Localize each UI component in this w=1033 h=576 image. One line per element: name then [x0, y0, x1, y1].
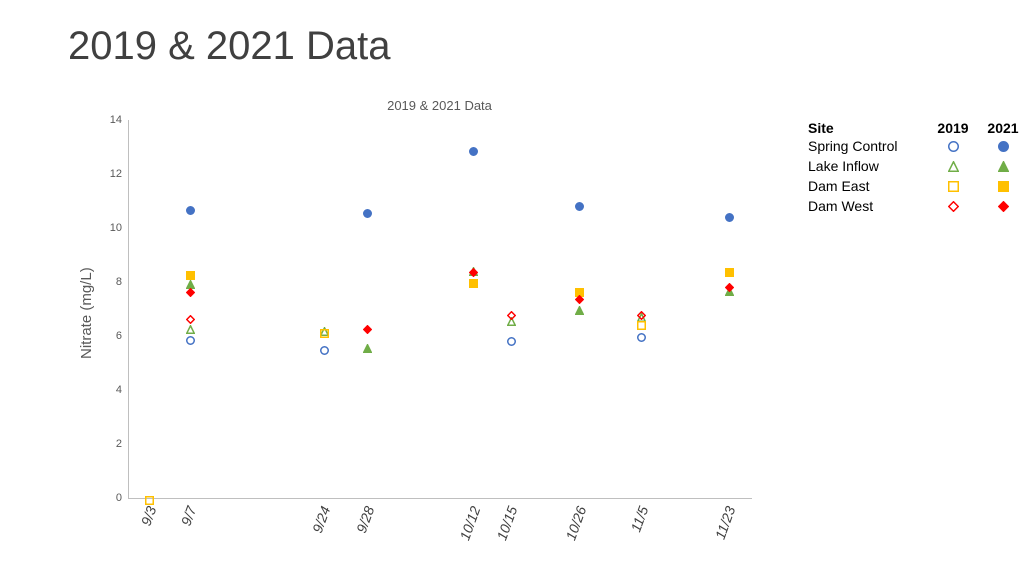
y-tick-label: 6	[100, 330, 122, 342]
data-point	[575, 291, 584, 309]
y-tick-label: 12	[100, 168, 122, 180]
y-tick-label: 10	[100, 222, 122, 234]
y-axis-label: Nitrate (mg/L)	[78, 267, 95, 359]
legend-marker-2021	[978, 201, 1028, 212]
legend-header: Site20192021	[808, 120, 1028, 136]
y-tick-label: 2	[100, 438, 122, 450]
legend-marker-2019	[928, 181, 978, 192]
legend-marker-2021	[978, 141, 1028, 152]
y-tick-label: 14	[100, 114, 122, 126]
x-tick-label: 11/5	[627, 504, 651, 534]
data-point	[363, 321, 372, 339]
legend-marker-2021	[978, 181, 1028, 192]
data-point	[320, 325, 329, 343]
data-point	[575, 198, 584, 216]
legend-site-label: Dam East	[808, 178, 928, 194]
chart-title: 2019 & 2021 Data	[387, 98, 492, 113]
legend-row: Lake Inflow	[808, 156, 1028, 176]
data-point	[363, 340, 372, 358]
legend-header-site: Site	[808, 120, 928, 136]
x-tick-label: 10/12	[456, 504, 483, 542]
data-point	[186, 311, 195, 329]
data-point	[186, 267, 195, 285]
chart-plot-area	[128, 120, 752, 499]
data-point	[145, 492, 154, 510]
legend-row: Dam West	[808, 196, 1028, 216]
data-point	[363, 205, 372, 223]
data-point	[469, 264, 478, 282]
legend-row: Dam East	[808, 176, 1028, 196]
legend-marker-2019	[928, 201, 978, 212]
x-tick-label: 11/23	[712, 504, 739, 541]
legend-marker-2019	[928, 161, 978, 172]
data-point	[725, 279, 734, 297]
legend-site-label: Dam West	[808, 198, 928, 214]
data-point	[507, 333, 516, 351]
data-point	[507, 307, 516, 325]
legend-marker-2019	[928, 141, 978, 152]
y-tick-label: 8	[100, 276, 122, 288]
data-point	[186, 284, 195, 302]
x-tick-label: 10/15	[494, 504, 521, 542]
data-point	[320, 342, 329, 360]
data-point	[725, 209, 734, 227]
chart-legend: Site20192021 Spring Control Lake Inflow Dam…	[808, 120, 1028, 216]
legend-marker-2021	[978, 161, 1028, 172]
x-tick-label: 10/26	[562, 504, 589, 542]
legend-header-2019: 2019	[928, 120, 978, 136]
legend-header-2021: 2021	[978, 120, 1028, 136]
page-title: 2019 & 2021 Data	[68, 24, 390, 69]
data-point	[469, 143, 478, 161]
y-tick-label: 4	[100, 384, 122, 396]
data-point	[637, 307, 646, 325]
slide: { "slide_title": "2019 & 2021 Data", "ch…	[0, 0, 1033, 576]
legend-site-label: Spring Control	[808, 138, 928, 154]
data-point	[186, 202, 195, 220]
legend-site-label: Lake Inflow	[808, 158, 928, 174]
x-tick-label: 9/7	[178, 504, 200, 528]
y-tick-label: 0	[100, 492, 122, 504]
x-tick-label: 9/24	[309, 504, 333, 535]
legend-row: Spring Control	[808, 136, 1028, 156]
x-tick-label: 9/28	[353, 504, 377, 535]
